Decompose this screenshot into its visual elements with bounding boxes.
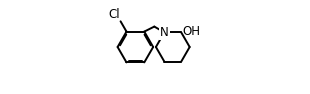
Text: Cl: Cl <box>109 8 120 21</box>
Text: OH: OH <box>183 25 201 38</box>
Text: N: N <box>160 26 169 39</box>
